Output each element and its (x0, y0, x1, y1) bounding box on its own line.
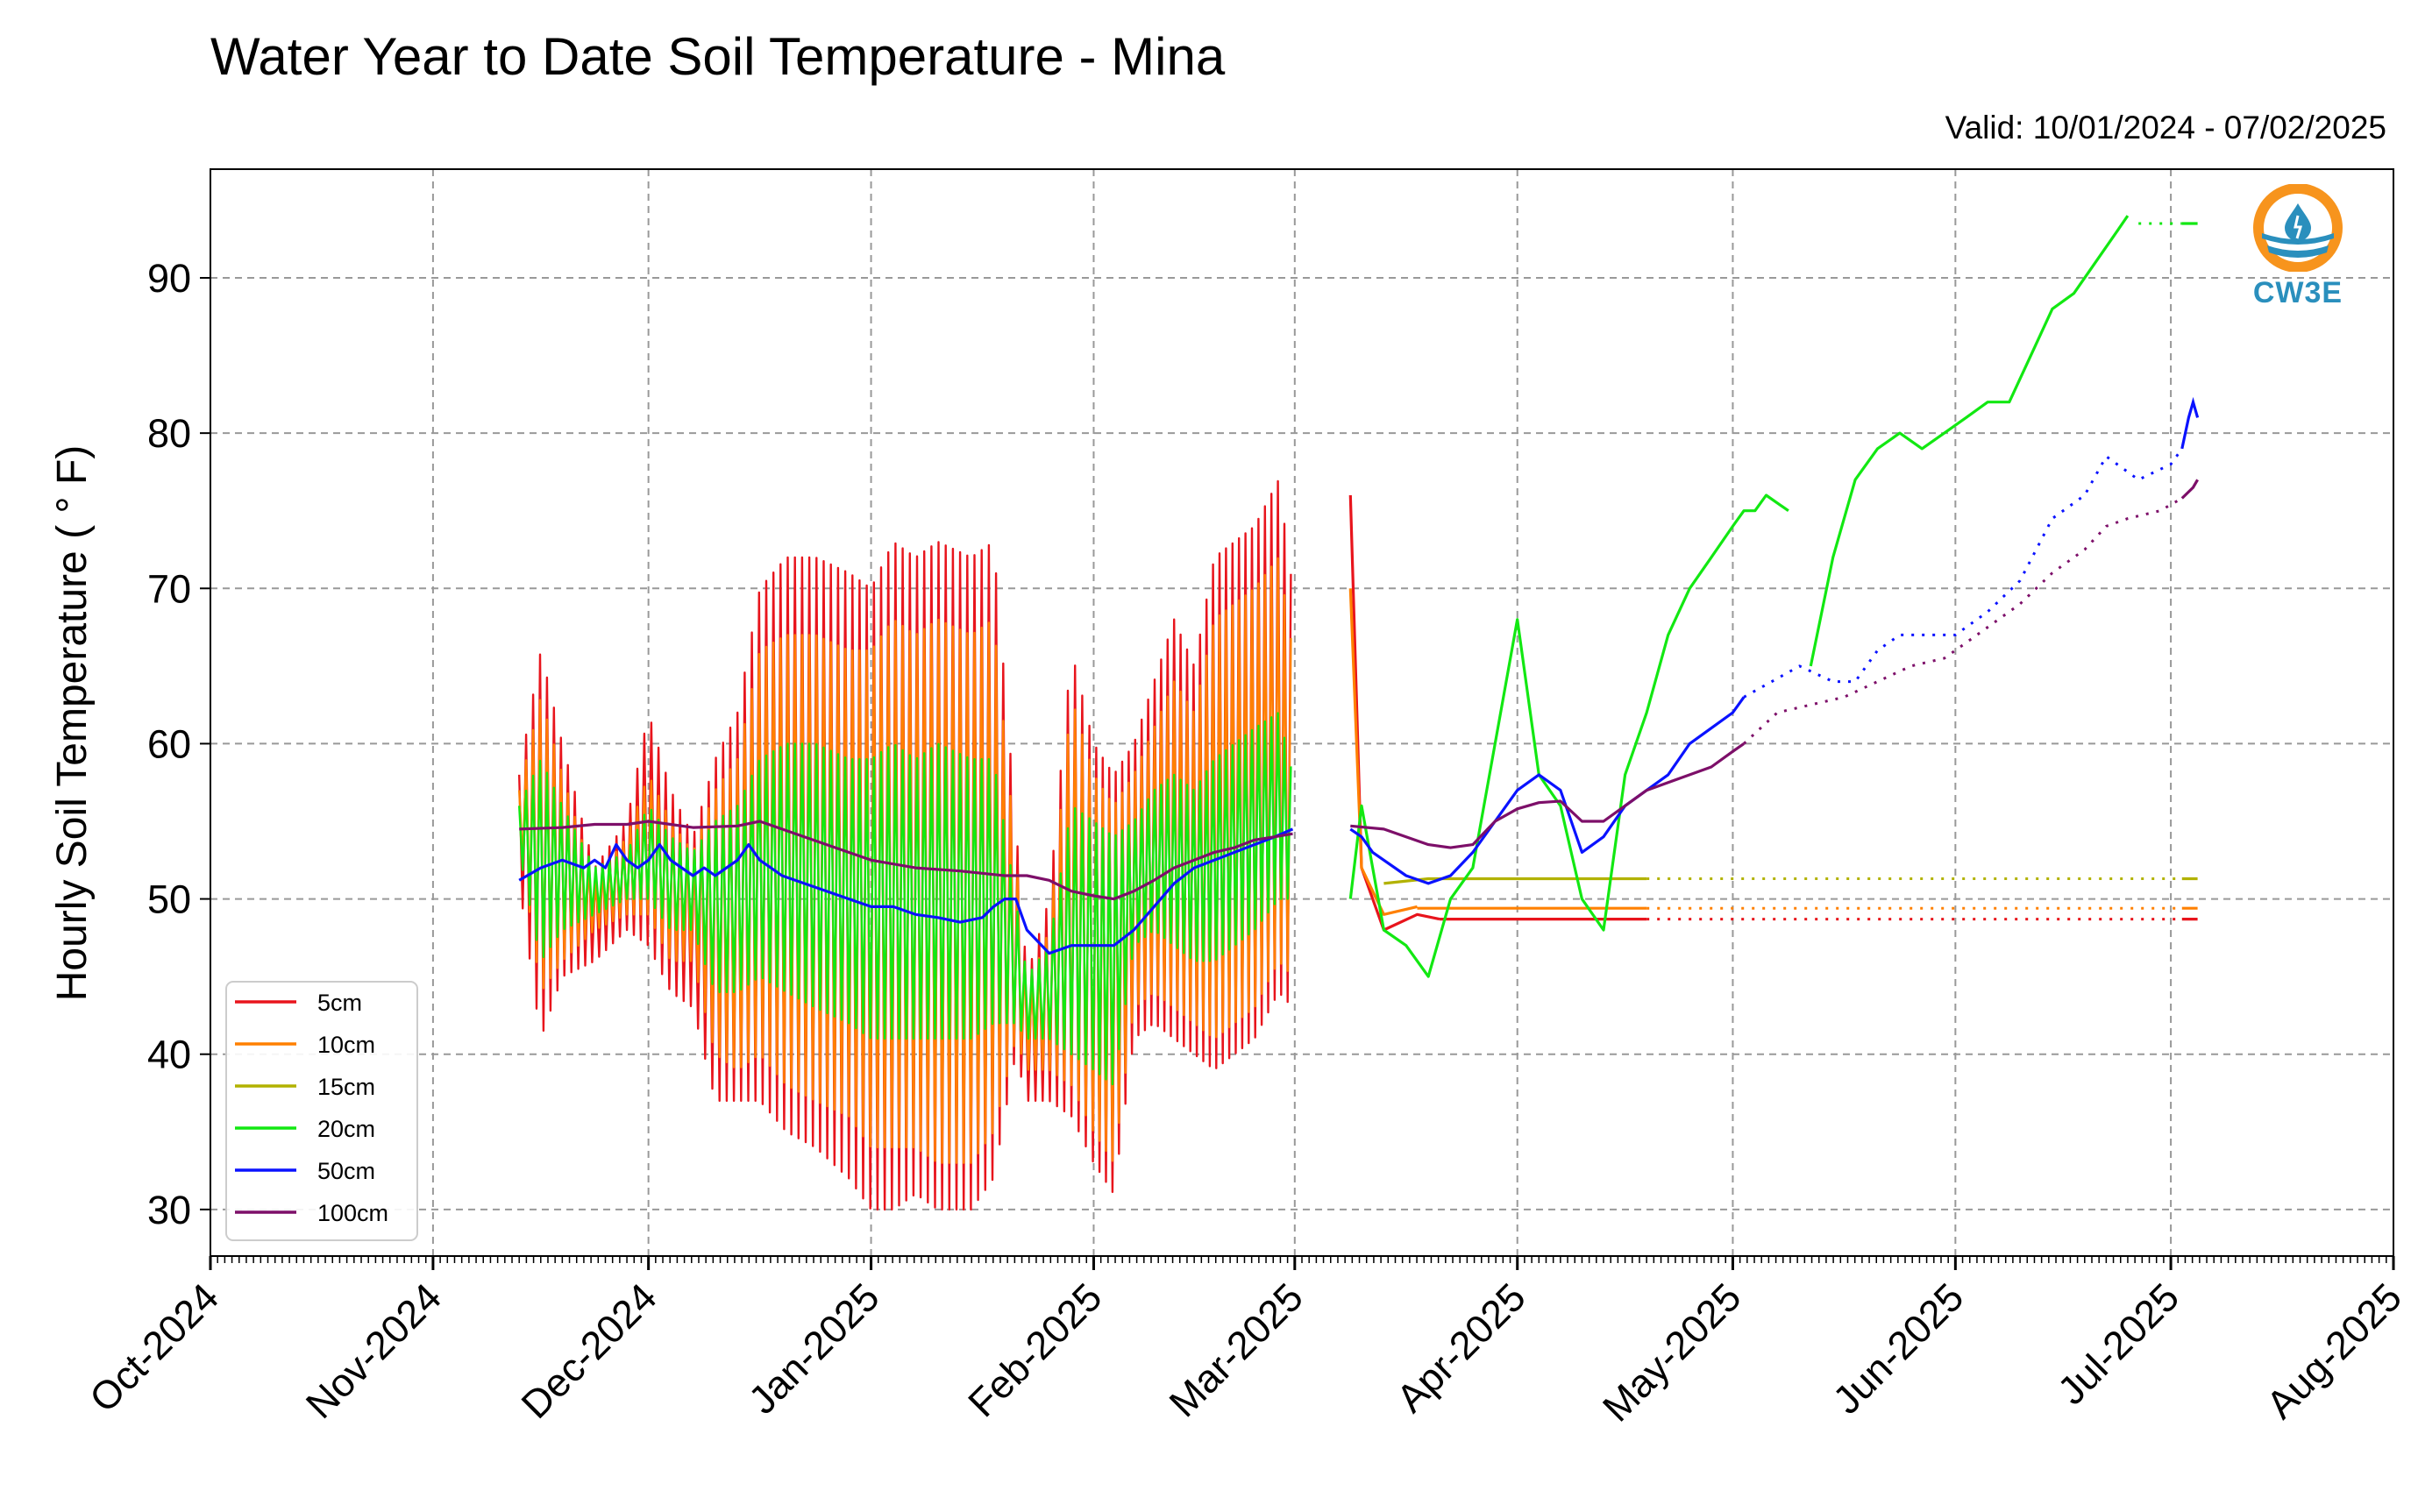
logo-text: CW3E (2252, 276, 2343, 309)
series-line-15cm (1383, 877, 1647, 885)
series-band-5cm (518, 479, 1292, 1211)
series-line-20cm (1809, 215, 2130, 667)
legend-label: 10cm (317, 1032, 375, 1058)
y-tick-label: 40 (147, 1033, 191, 1077)
x-tick-label: Jan-2025 (740, 1274, 888, 1423)
x-tick-label: Jun-2025 (1824, 1274, 1973, 1423)
cw3e-logo: CW3E (2250, 183, 2346, 310)
y-tick-label: 80 (147, 411, 191, 456)
legend-box (225, 981, 418, 1241)
series-line-50cm (1349, 696, 1746, 885)
series-line-50cm (518, 827, 1294, 955)
series-dotted-100cm (1743, 497, 2183, 745)
x-tick-label: Oct-2024 (81, 1274, 227, 1421)
legend: 5cm 10cm 15cm 20cm 50cm 100cm (225, 981, 418, 1241)
y-axis-label: Hourly Soil Temperature ( ° F) (49, 445, 96, 1002)
chart-title: Water Year to Date Soil Temperature - Mi… (210, 27, 1226, 86)
x-tick-label: Apr-2025 (1388, 1274, 1534, 1421)
grid-lines (210, 169, 2394, 1256)
x-tick-label: Aug-2025 (2258, 1274, 2410, 1427)
series-line-100cm (519, 820, 1293, 901)
series-line-100cm (1350, 742, 1746, 849)
x-tick-label: May-2025 (1594, 1274, 1750, 1430)
legend-label: 15cm (317, 1074, 375, 1100)
series-band-10cm (518, 557, 1292, 1164)
y-tick-label: 60 (147, 721, 191, 766)
series-line-10cm (1348, 588, 1418, 916)
x-tick-label: Dec-2024 (513, 1274, 665, 1427)
legend-label: 50cm (317, 1158, 375, 1184)
x-tick-label: Nov-2024 (297, 1274, 450, 1427)
series-tail-100cm (2180, 479, 2199, 500)
plot-frame (210, 168, 2394, 1257)
y-tick-label: 50 (147, 877, 191, 922)
series-line-20cm (1348, 493, 1789, 978)
x-tick-label: Feb-2025 (959, 1274, 1110, 1425)
y-tick-label: 70 (147, 566, 191, 611)
y-tick-label: 90 (147, 256, 191, 301)
legend-label: 100cm (317, 1200, 388, 1226)
x-tick-label: Jul-2025 (2049, 1274, 2187, 1413)
legend-label: 20cm (317, 1116, 375, 1142)
y-tick-label: 30 (147, 1188, 191, 1232)
legend-label: 5cm (317, 990, 362, 1016)
x-tick-label: Mar-2025 (1161, 1274, 1312, 1425)
water-drop-logo-icon (2253, 183, 2343, 273)
valid-date-range: Valid: 10/01/2024 - 07/02/2025 (1945, 110, 2386, 146)
diurnal-bands (518, 479, 1292, 1211)
series-line-5cm (1348, 494, 1440, 932)
series-band-20cm (518, 712, 1292, 1086)
series-tail-50cm (2180, 396, 2200, 450)
series-dotted-50cm (1743, 448, 2184, 699)
series-lines (518, 215, 2200, 978)
